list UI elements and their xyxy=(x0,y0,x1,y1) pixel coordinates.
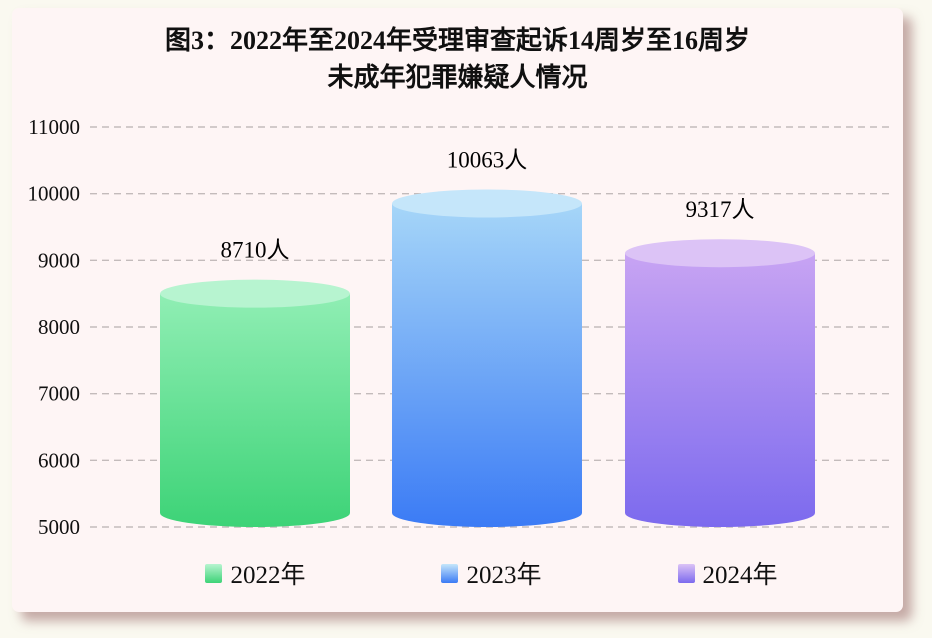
cylinder-bar-2023年 xyxy=(392,203,582,527)
legend: 2022年 2023年 2024年 xyxy=(90,555,893,591)
bar-value-label: 8710人 xyxy=(221,238,290,263)
legend-label: 2022年 xyxy=(230,562,306,589)
y-axis-tick-label: 11000 xyxy=(28,115,80,139)
y-axis-tick-label: 6000 xyxy=(38,448,80,472)
cylinder-cap-2022年 xyxy=(160,279,350,308)
chart-title: 图3：2022年至2024年受理审查起诉14周岁至16周岁 未成年犯罪嫌疑人情况 xyxy=(12,22,903,96)
chart-title-line1: 图3：2022年至2024年受理审查起诉14周岁至16周岁 xyxy=(164,26,750,55)
legend-swatch-2023年 xyxy=(441,563,459,583)
chart-title-line2: 未成年犯罪嫌疑人情况 xyxy=(327,63,588,92)
legend-item-2022年: 2022年 xyxy=(205,555,305,591)
legend-swatch-2022年 xyxy=(205,563,223,583)
y-axis-tick-label: 5000 xyxy=(38,515,80,539)
bar-value-label: 10063人 xyxy=(447,147,528,172)
cylinder-bar-2022年 xyxy=(160,293,350,527)
y-axis-tick-label: 9000 xyxy=(38,248,80,272)
y-axis-tick-label: 10000 xyxy=(28,182,81,206)
legend-swatch-2024年 xyxy=(677,563,695,583)
bar-value-label: 9317人 xyxy=(686,197,755,222)
y-axis-tick-label: 7000 xyxy=(38,382,80,406)
legend-label: 2024年 xyxy=(702,562,778,589)
cylinder-cap-2024年 xyxy=(625,239,815,268)
legend-item-2023年: 2023年 xyxy=(441,555,542,591)
cylinder-bar-2024年 xyxy=(625,253,815,527)
y-axis-tick-label: 8000 xyxy=(38,315,80,339)
legend-label: 2023年 xyxy=(466,562,542,589)
legend-item-2024年: 2024年 xyxy=(677,555,778,591)
cylinder-cap-2023年 xyxy=(392,189,582,218)
